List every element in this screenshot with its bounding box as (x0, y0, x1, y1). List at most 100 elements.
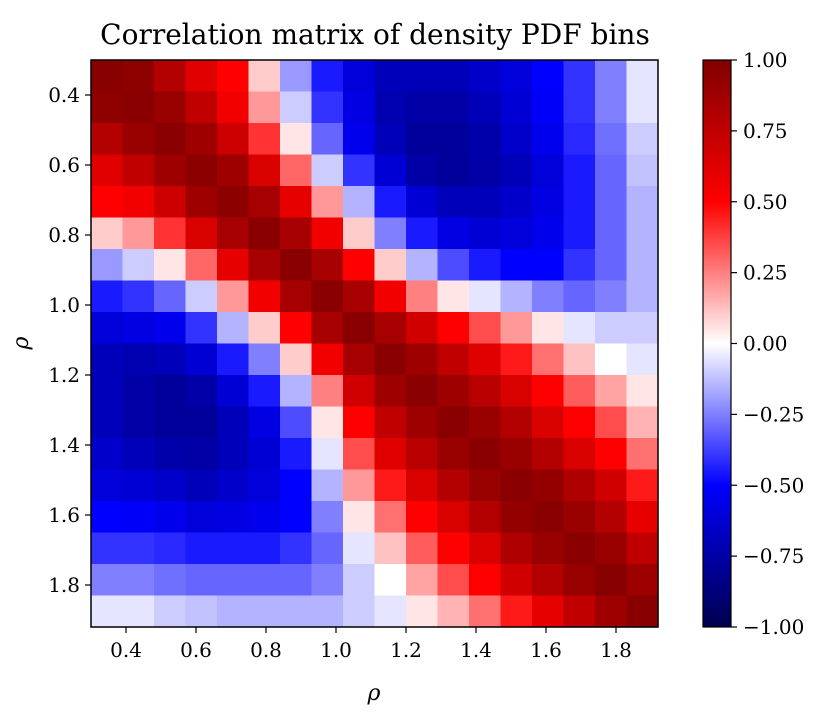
heatmap-cell (469, 312, 502, 345)
heatmap-cell (532, 564, 565, 597)
heatmap-cell (311, 406, 344, 439)
heatmap-cell (311, 595, 344, 628)
heatmap-cell (122, 343, 155, 376)
heatmap-cell (217, 406, 250, 439)
heatmap-cell (343, 249, 376, 282)
heatmap-cell (469, 217, 502, 250)
heatmap-cell (91, 91, 124, 124)
heatmap-cell (626, 595, 659, 628)
heatmap-cell (311, 186, 344, 219)
heatmap-cell (343, 280, 376, 313)
heatmap-cell (217, 217, 250, 250)
heatmap-cell (532, 438, 565, 471)
heatmap-cell (91, 501, 124, 534)
heatmap-cell (311, 91, 344, 124)
heatmap-cell (280, 280, 313, 313)
heatmap-cell (626, 406, 659, 439)
heatmap-cell (185, 501, 218, 534)
x-tick-label: 1.4 (460, 638, 492, 662)
heatmap-cell (500, 280, 533, 313)
heatmap-cell (91, 406, 124, 439)
heatmap-cell (122, 217, 155, 250)
heatmap-cell (217, 375, 250, 408)
heatmap-cell (563, 595, 596, 628)
x-tick-label: 1.0 (320, 638, 352, 662)
heatmap-cell (532, 532, 565, 565)
chart-title: Correlation matrix of density PDF bins (100, 18, 650, 51)
heatmap-cell (248, 249, 281, 282)
heatmap-cell (374, 469, 407, 502)
heatmap-cell (437, 595, 470, 628)
x-tick-label: 0.4 (110, 638, 142, 662)
heatmap-cell (343, 564, 376, 597)
heatmap-cell (406, 249, 439, 282)
heatmap-cell (248, 154, 281, 187)
heatmap-cell (280, 501, 313, 534)
heatmap-cell (595, 60, 628, 93)
heatmap-cell (91, 532, 124, 565)
heatmap-cell (343, 343, 376, 376)
heatmap-cell (469, 91, 502, 124)
heatmap-cell (532, 280, 565, 313)
heatmap-cell (248, 438, 281, 471)
heatmap-cell (91, 469, 124, 502)
heatmap-cell (563, 532, 596, 565)
heatmap-cell (248, 60, 281, 93)
colorbar-tick-label: 0.25 (743, 261, 788, 285)
plot-frame (90, 59, 659, 628)
heatmap-cell (406, 60, 439, 93)
heatmap-cell (595, 564, 628, 597)
y-tick-label: 1.2 (48, 363, 80, 387)
heatmap-cell (91, 438, 124, 471)
heatmap-cell (437, 532, 470, 565)
heatmap-cell (122, 406, 155, 439)
heatmap-cell (406, 186, 439, 219)
heatmap-cell (343, 406, 376, 439)
heatmap-cell (563, 217, 596, 250)
heatmap-cell (91, 312, 124, 345)
heatmap-cell (217, 91, 250, 124)
heatmap-cell (154, 595, 187, 628)
heatmap-cell (374, 280, 407, 313)
heatmap-cell (406, 280, 439, 313)
heatmap-cell (532, 375, 565, 408)
heatmap-cell (374, 249, 407, 282)
heatmap-cell (469, 280, 502, 313)
heatmap-cell (248, 469, 281, 502)
colorbar-ticks: 1.00 0.75 0.50 0.25 0.00 −0.25 −0.50 −0.75 −1.00 (731, 48, 804, 639)
heatmap-cell (563, 154, 596, 187)
heatmap-cell (343, 312, 376, 345)
y-tick-label: 1.6 (48, 503, 80, 527)
heatmap-cell (500, 312, 533, 345)
heatmap-cell (185, 312, 218, 345)
heatmap-cell (374, 60, 407, 93)
heatmap-cell (280, 406, 313, 439)
heatmap-cell (343, 595, 376, 628)
heatmap-cell (374, 91, 407, 124)
heatmap-cell (500, 406, 533, 439)
heatmap-cell (280, 60, 313, 93)
heatmap-cell (406, 532, 439, 565)
heatmap-cell (122, 186, 155, 219)
heatmap-cell (595, 438, 628, 471)
heatmap-cell (532, 217, 565, 250)
heatmap-cell (406, 91, 439, 124)
heatmap-cell (248, 532, 281, 565)
heatmap-cell (626, 154, 659, 187)
colorbar-tick-label: 0.00 (743, 332, 788, 356)
heatmap-cell (248, 501, 281, 534)
heatmap-cell (248, 564, 281, 597)
heatmap-cell (563, 343, 596, 376)
heatmap-cell (311, 312, 344, 345)
heatmap-cell (280, 312, 313, 345)
heatmap-cell (280, 564, 313, 597)
heatmap-cell (311, 249, 344, 282)
heatmap-cell (406, 217, 439, 250)
heatmap-cell (500, 564, 533, 597)
colorbar (703, 60, 731, 627)
heatmap-cell (154, 375, 187, 408)
heatmap-cell (311, 60, 344, 93)
heatmap-cell (595, 501, 628, 534)
heatmap-cell (532, 123, 565, 156)
heatmap-cell (437, 406, 470, 439)
